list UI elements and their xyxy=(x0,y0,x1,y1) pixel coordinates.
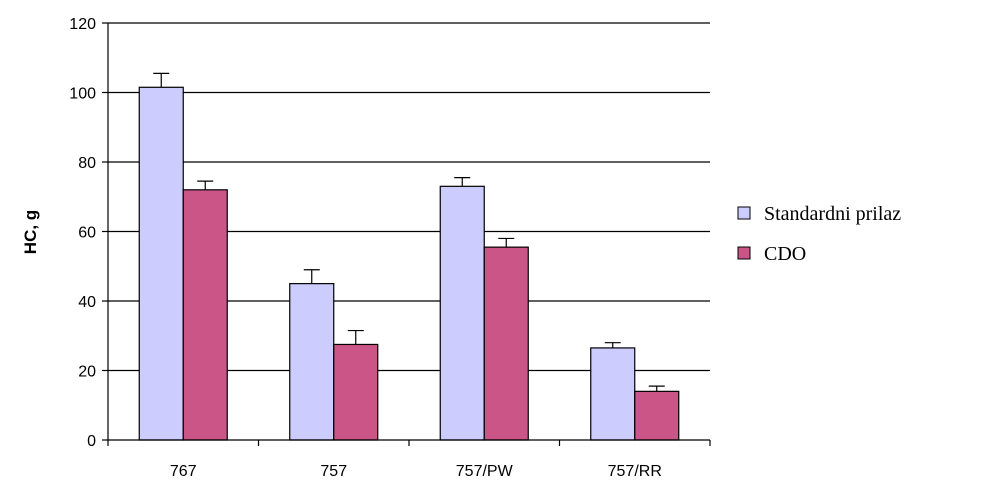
x-tick-label: 767 xyxy=(170,463,197,480)
bar xyxy=(483,246,529,441)
y-tick-label: 80 xyxy=(78,155,96,172)
y-tick-label: 20 xyxy=(78,364,96,381)
bar xyxy=(182,189,228,441)
y-axis-title: HC, g xyxy=(21,210,40,254)
bar xyxy=(333,343,379,441)
legend-label: CDO xyxy=(764,243,806,265)
x-tick-label: 757/PW xyxy=(456,463,514,480)
bar xyxy=(289,283,335,441)
bar xyxy=(590,347,636,441)
y-tick-label: 60 xyxy=(78,225,96,242)
y-tick-label: 120 xyxy=(69,16,96,33)
y-tick-label: 100 xyxy=(69,86,96,103)
ticks: 0 20 40 60 80 100 120 767 757 757/PW 757/RR xyxy=(69,16,711,480)
bar xyxy=(439,185,485,441)
legend: Standardni prilaz CDO xyxy=(737,203,901,265)
y-tick-label: 40 xyxy=(78,294,96,311)
bars xyxy=(138,72,680,441)
y-tick-label: 0 xyxy=(87,433,96,450)
x-tick-label: 757/RR xyxy=(608,463,662,480)
bar xyxy=(138,86,184,441)
legend-swatch xyxy=(737,206,751,220)
legend-swatch xyxy=(737,246,751,260)
x-tick-label: 757 xyxy=(320,463,347,480)
legend-label: Standardni prilaz xyxy=(764,203,901,225)
bar xyxy=(634,390,680,441)
